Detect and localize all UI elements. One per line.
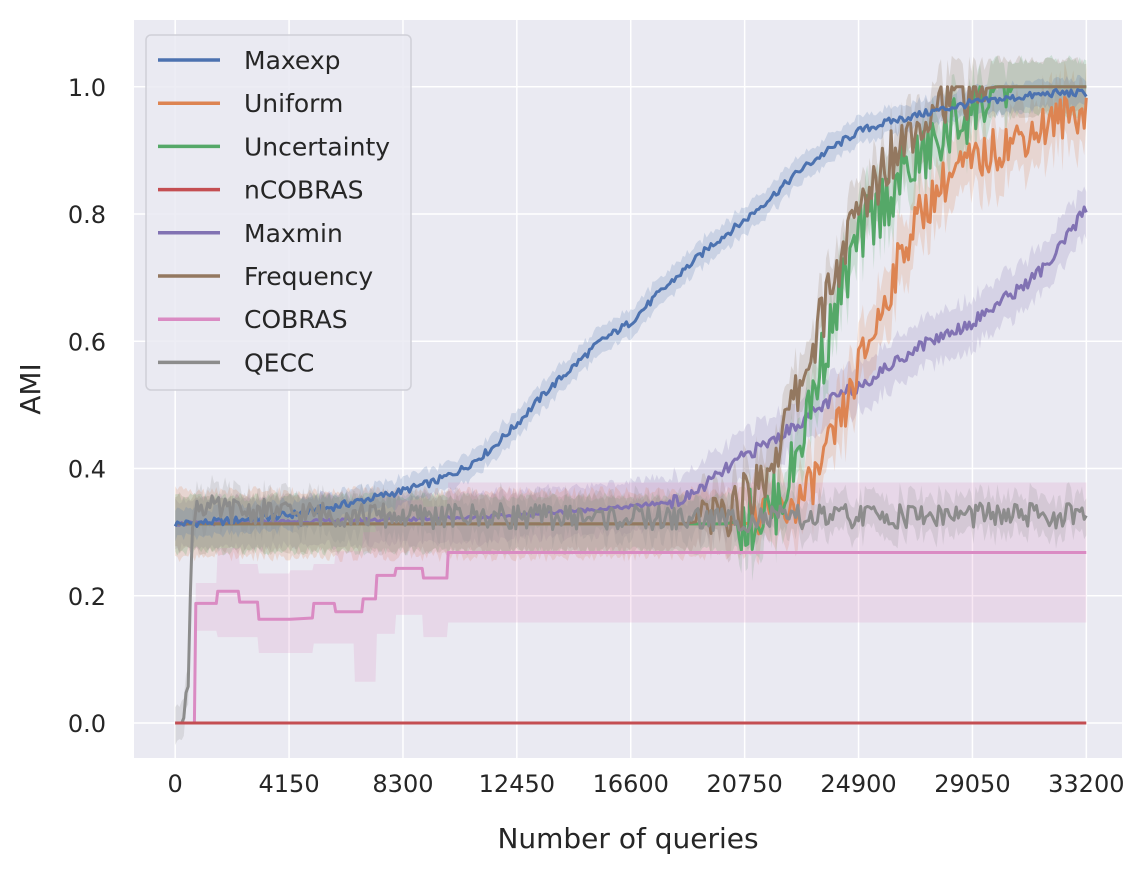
y-tick-label: 0.2 — [68, 583, 106, 611]
legend-label: Maxexp — [244, 46, 341, 75]
y-tick-label: 0.6 — [68, 328, 106, 356]
legend-label: COBRAS — [244, 305, 348, 334]
y-tick-label: 0.4 — [68, 456, 106, 484]
series-line-maxmin — [174, 205, 1088, 528]
y-tick-label: 0.8 — [68, 201, 106, 229]
legend-label: nCOBRAS — [244, 176, 363, 205]
band-uncertainty — [175, 55, 1087, 582]
y-axis-label: AMI — [14, 363, 47, 415]
x-axis-label: Number of queries — [497, 822, 758, 855]
x-tick-label: 16600 — [593, 770, 669, 798]
legend-label: Uniform — [244, 89, 343, 118]
y-tick-label: 1.0 — [68, 74, 106, 102]
legend-label: Uncertainty — [244, 132, 390, 161]
x-tick-label: 12450 — [479, 770, 555, 798]
y-tick-label: 0.0 — [68, 710, 106, 738]
x-tick-label: 4150 — [259, 770, 320, 798]
legend-label: Frequency — [244, 262, 373, 291]
band-qecc — [175, 474, 1087, 745]
x-axis-ticks: 0 4150 8300 12450 16600 20750 24900 29050 33200 — [168, 770, 1125, 798]
series-lines — [173, 85, 1088, 725]
legend-label: QECC — [244, 348, 314, 377]
series-line-maxexp — [173, 88, 1088, 528]
series-line-cobras — [175, 551, 1087, 725]
legend: Maxexp Uniform Uncertainty nCOBRAS Maxmin Fre… — [145, 34, 412, 391]
band-cobras — [175, 482, 1087, 723]
x-tick-label: 0 — [168, 770, 183, 798]
x-tick-label: 24900 — [820, 770, 896, 798]
x-tick-label: 29050 — [934, 770, 1010, 798]
x-tick-label: 8300 — [372, 770, 433, 798]
series-line-qecc — [175, 494, 1088, 725]
legend-box — [145, 34, 412, 391]
x-tick-label: 33200 — [1048, 770, 1124, 798]
x-tick-label: 20750 — [706, 770, 782, 798]
y-axis-ticks: 0.0 0.2 0.4 0.6 0.8 1.0 — [68, 74, 106, 738]
legend-label: Maxmin — [244, 219, 343, 248]
